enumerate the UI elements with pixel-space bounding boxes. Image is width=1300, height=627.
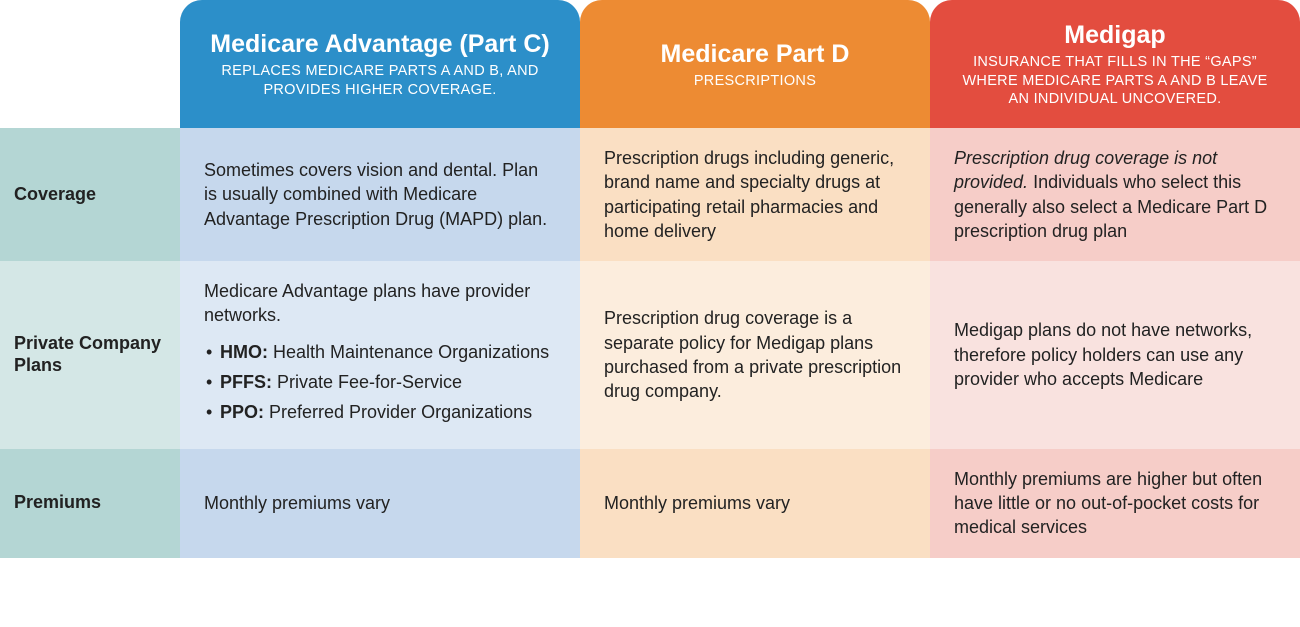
cell-intro: Medicare Advantage plans have provider n… (204, 279, 552, 328)
row-label: Premiums (14, 492, 101, 514)
cell-text: Prescription drug coverage is not provid… (954, 146, 1272, 243)
row-header-premiums: Premiums (0, 449, 180, 558)
cell-text: Sometimes covers vision and dental. Plan… (204, 158, 552, 231)
cell-premiums-advantage: Monthly premiums vary (180, 449, 580, 558)
column-title: Medigap (954, 21, 1276, 50)
cell-premiums-partd: Monthly premiums vary (580, 449, 930, 558)
cell-plans-medigap: Medigap plans do not have networks, ther… (930, 261, 1300, 448)
list-item: HMO: Health Maintenance Organizations (204, 340, 552, 364)
plans-list: HMO: Health Maintenance Organizations PF… (204, 334, 552, 431)
column-subtitle: PRESCRIPTIONS (604, 72, 906, 91)
cell-text: Prescription drugs including generic, br… (604, 146, 902, 243)
column-subtitle: INSURANCE THAT FILLS IN THE “GAPS” WHERE… (954, 53, 1276, 110)
row-label: Coverage (14, 184, 96, 206)
cell-text: Monthly premiums are higher but often ha… (954, 467, 1272, 540)
row-header-coverage: Coverage (0, 128, 180, 261)
cell-plans-partd: Prescription drug coverage is a separate… (580, 261, 930, 448)
column-header-advantage: Medicare Advantage (Part C) REPLACES MED… (180, 0, 580, 128)
cell-coverage-partd: Prescription drugs including generic, br… (580, 128, 930, 261)
row-header-plans: Private Company Plans (0, 261, 180, 448)
cell-text: Monthly premiums vary (204, 491, 552, 515)
cell-coverage-advantage: Sometimes covers vision and dental. Plan… (180, 128, 580, 261)
list-item: PFFS: Private Fee-for-Service (204, 370, 552, 394)
cell-plans-advantage: Medicare Advantage plans have provider n… (180, 261, 580, 448)
list-item: PPO: Preferred Provider Organizations (204, 400, 552, 424)
cell-text: Medigap plans do not have networks, ther… (954, 318, 1272, 391)
corner-spacer (0, 0, 180, 128)
cell-coverage-medigap: Prescription drug coverage is not provid… (930, 128, 1300, 261)
column-title: Medicare Advantage (Part C) (204, 30, 556, 59)
cell-text: Monthly premiums vary (604, 491, 902, 515)
row-label: Private Company Plans (14, 333, 164, 376)
column-subtitle: REPLACES MEDICARE PARTS A AND B, AND PRO… (204, 62, 556, 100)
comparison-table: Medicare Advantage (Part C) REPLACES MED… (0, 0, 1300, 558)
cell-premiums-medigap: Monthly premiums are higher but often ha… (930, 449, 1300, 558)
column-title: Medicare Part D (604, 40, 906, 69)
column-header-medigap: Medigap INSURANCE THAT FILLS IN THE “GAP… (930, 0, 1300, 128)
cell-text: Prescription drug coverage is a separate… (604, 306, 902, 403)
column-header-partd: Medicare Part D PRESCRIPTIONS (580, 0, 930, 128)
